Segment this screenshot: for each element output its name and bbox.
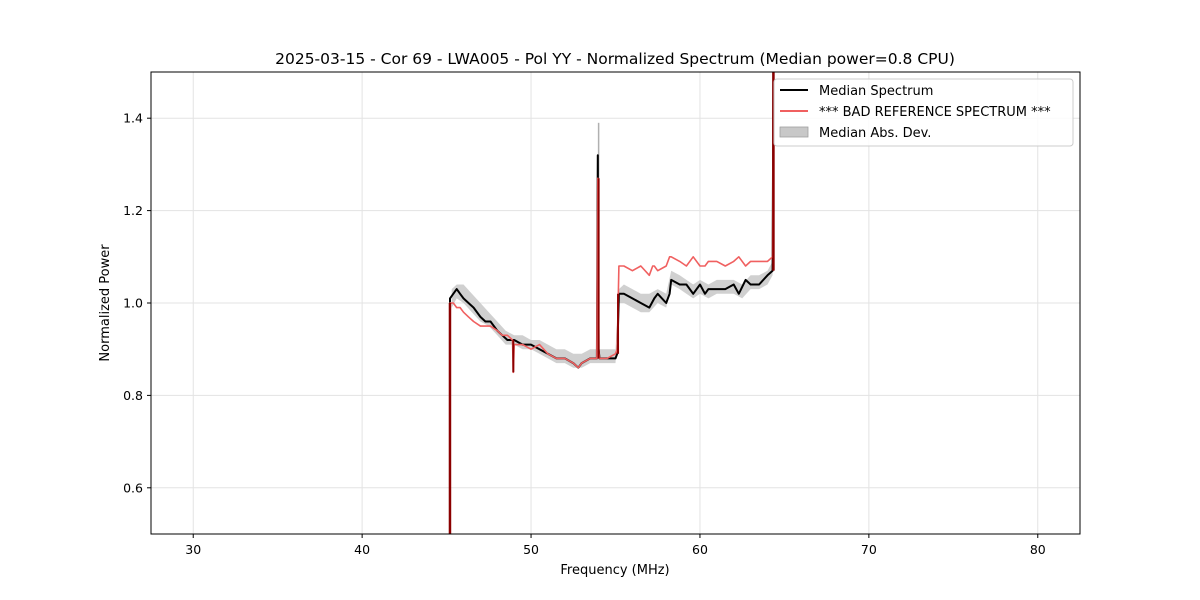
y-tick-label: 0.8 (123, 388, 143, 403)
x-tick-label: 70 (861, 542, 877, 557)
chart-title: 2025-03-15 - Cor 69 - LWA005 - Pol YY - … (275, 50, 955, 68)
legend-median-label: Median Spectrum (819, 84, 933, 99)
y-tick-label: 0.6 (123, 480, 143, 495)
y-tick-label: 1.2 (123, 203, 143, 218)
ticks: 30 40 50 60 70 80 0.6 0.8 1.0 1.2 1.4 (123, 111, 1046, 557)
x-tick-label: 40 (354, 542, 370, 557)
x-tick-label: 50 (523, 542, 539, 557)
y-tick-label: 1.0 (123, 296, 143, 311)
legend-box (773, 78, 1074, 147)
x-tick-label: 60 (692, 542, 708, 557)
legend-mad-swatch (779, 126, 809, 138)
x-tick-label: 80 (1030, 542, 1046, 557)
legend-mad-label: Median Abs. Dev. (819, 126, 931, 141)
legend-bad-reference-label: *** BAD REFERENCE SPECTRUM *** (819, 105, 1051, 120)
y-axis-label: Normalized Power (98, 244, 113, 362)
legend: Median Spectrum *** BAD REFERENCE SPECTR… (773, 78, 1074, 147)
y-tick-label: 1.4 (123, 111, 143, 126)
x-axis-label: Frequency (MHz) (560, 563, 669, 578)
mad-band (451, 261, 773, 368)
plot-area (448, 72, 775, 534)
x-tick-label: 30 (185, 542, 201, 557)
